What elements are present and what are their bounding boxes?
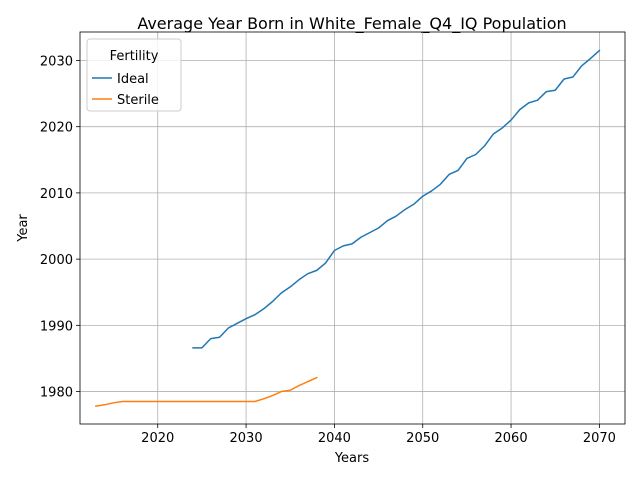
y-tick-label: 2020 [40, 121, 73, 136]
axis-ticks: 2020 2030 2040 2050 2060 2070 1980 1990 2000 2010… [40, 54, 616, 446]
legend-frame [86, 38, 182, 112]
x-tick-label: 2020 [141, 431, 174, 446]
legend-title: Fertility [110, 49, 159, 64]
legend: Fertility Ideal Sterile [86, 38, 182, 112]
series-line-ideal [192, 49, 601, 349]
y-tick-label: 1980 [40, 386, 73, 401]
x-tick-label: 2030 [230, 431, 263, 446]
series-lines [95, 49, 601, 407]
legend-label-ideal: Ideal [117, 72, 149, 87]
x-tick-label: 2040 [318, 431, 351, 446]
y-tick-label: 2010 [40, 187, 73, 202]
legend-label-sterile: Sterile [117, 93, 159, 108]
chart-title: Average Year Born in White_Female_Q4_IQ … [137, 14, 566, 34]
x-tick-label: 2070 [583, 431, 616, 446]
y-tick-label: 2000 [40, 253, 73, 268]
x-axis-label: Years [334, 451, 370, 466]
series-line-sterile [95, 376, 318, 407]
y-tick-label: 2030 [40, 54, 73, 69]
x-tick-label: 2060 [495, 431, 528, 446]
y-tick-label: 1990 [40, 319, 73, 334]
plot-frame [79, 31, 626, 425]
x-tick-label: 2050 [406, 431, 439, 446]
y-axis-label: Year [16, 214, 31, 243]
